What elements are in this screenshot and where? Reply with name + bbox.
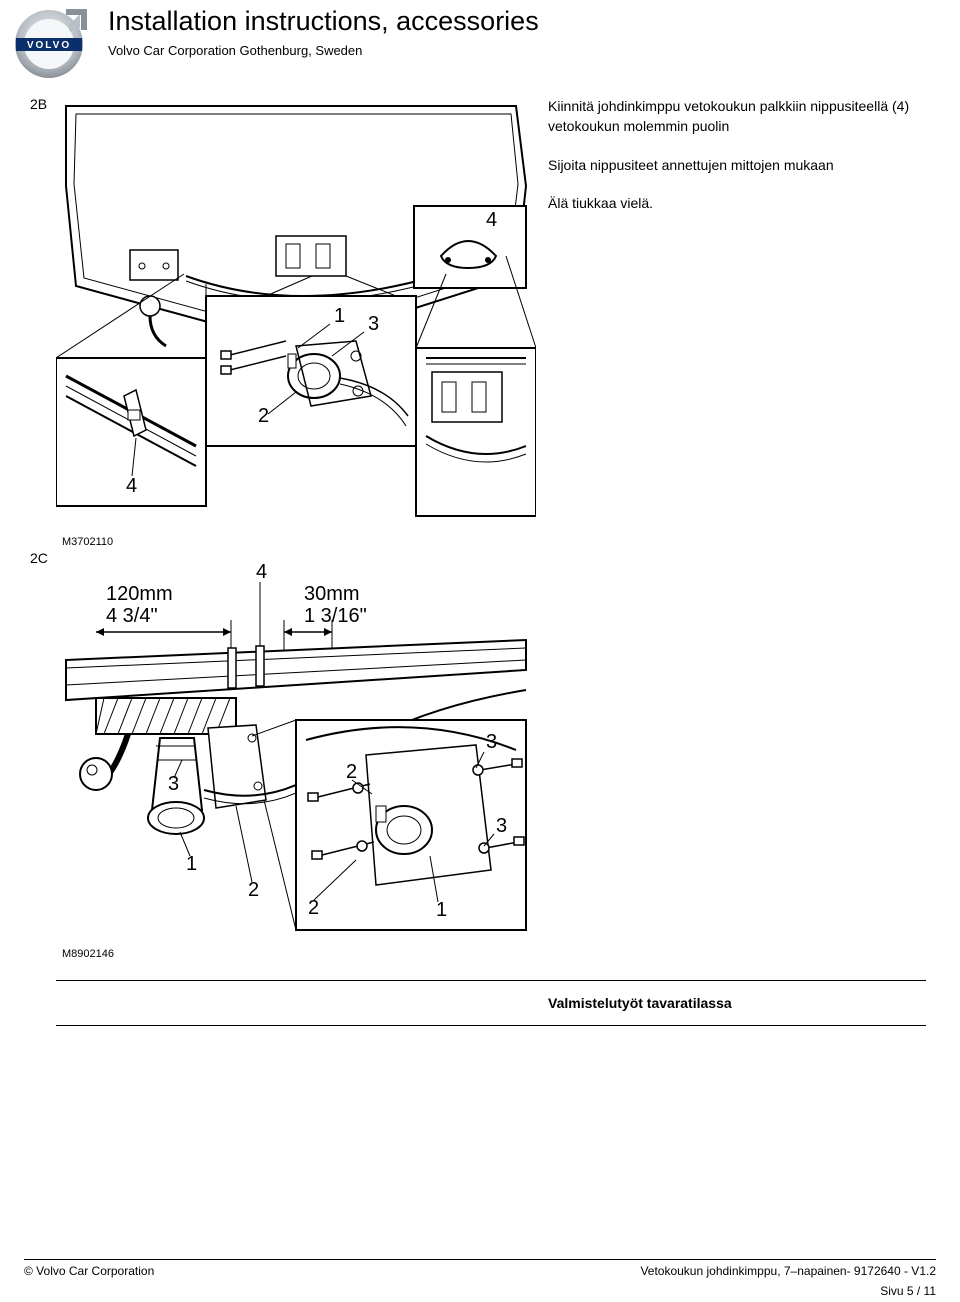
dim-120in: 4 3/4" (106, 605, 158, 627)
footer-doc-info: Vetokoukun johdinkimppu, 7–napainen- 917… (640, 1264, 936, 1278)
instruction-line: Älä tiukkaa vielä. (548, 193, 928, 213)
instruction-line: Sijoita nippusiteet annettujen mittojen … (548, 155, 928, 175)
page-subtitle: Volvo Car Corporation Gothenburg, Sweden (108, 43, 539, 58)
svg-text:2: 2 (248, 879, 259, 901)
svg-text:2: 2 (258, 405, 269, 427)
dim-120mm: 120mm (106, 583, 173, 605)
instruction-line: Kiinnitä johdinkimppu vetokoukun palkkii… (548, 96, 928, 137)
svg-text:4: 4 (486, 209, 497, 231)
diagram-2b: 4 1 3 2 (56, 96, 536, 526)
dim-30mm: 30mm (304, 583, 360, 605)
page-number: Sivu 5 / 11 (880, 1284, 936, 1298)
svg-text:3: 3 (368, 313, 379, 335)
logo-text: VOLVO (27, 40, 71, 51)
svg-text:1: 1 (334, 305, 345, 327)
header-text: Installation instructions, accessories V… (108, 4, 539, 58)
svg-text:4: 4 (126, 475, 137, 497)
volvo-logo: VOLVO (10, 4, 88, 82)
svg-text:1: 1 (436, 899, 447, 921)
step-2b-instructions: Kiinnitä johdinkimppu vetokoukun palkkii… (548, 96, 928, 231)
svg-text:2: 2 (308, 897, 319, 919)
footer-copyright: © Volvo Car Corporation (24, 1264, 154, 1278)
section-title: Valmistelutyöt tavaratilassa (56, 995, 926, 1011)
svg-text:3: 3 (168, 773, 179, 795)
page-footer: © Volvo Car Corporation Vetokoukun johdi… (24, 1259, 936, 1278)
section-divider: Valmistelutyöt tavaratilassa (56, 980, 926, 1026)
step-label-2c: 2C (30, 550, 48, 566)
step-label-2b: 2B (30, 96, 47, 112)
page-title: Installation instructions, accessories (108, 6, 539, 37)
svg-text:3: 3 (496, 815, 507, 837)
image-code-2c: M8902146 (62, 948, 114, 960)
svg-text:1: 1 (186, 853, 197, 875)
image-code-2b: M3702110 (62, 536, 113, 548)
svg-text:4: 4 (256, 561, 267, 583)
svg-text:2: 2 (346, 761, 357, 783)
page-header: VOLVO Installation instructions, accesso… (0, 0, 960, 82)
dim-30in: 1 3/16" (304, 605, 367, 627)
svg-text:3: 3 (486, 731, 497, 753)
diagram-2c: 120mm 4 3/4" 30mm 1 3/16" 4 (56, 560, 536, 940)
